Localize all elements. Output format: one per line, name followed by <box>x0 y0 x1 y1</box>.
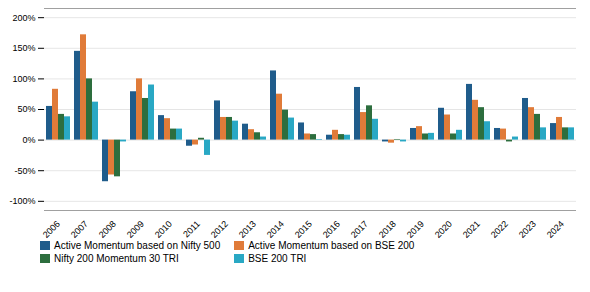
svg-text:200%: 200% <box>12 13 35 23</box>
svg-text:2022: 2022 <box>489 219 510 240</box>
svg-text:2014: 2014 <box>265 219 286 240</box>
svg-text:2012: 2012 <box>209 219 230 240</box>
svg-text:2018: 2018 <box>377 219 398 240</box>
svg-text:100%: 100% <box>12 74 35 84</box>
svg-text:2015: 2015 <box>293 219 314 240</box>
svg-text:2021: 2021 <box>461 219 482 240</box>
svg-text:2024: 2024 <box>545 219 566 240</box>
html-text:Active Momentum based on Nifty: Active Momentum based on Nifty 500 <box>54 240 221 251</box>
svg-text:50%: 50% <box>17 104 35 114</box>
svg-text:150%: 150% <box>12 43 35 53</box>
svg-text:2011: 2011 <box>181 219 202 240</box>
svg-text:2007: 2007 <box>69 219 90 240</box>
svg-text:-50%: -50% <box>14 166 35 176</box>
svg-text:0%: 0% <box>22 135 35 145</box>
svg-text:2020: 2020 <box>433 219 454 240</box>
svg-text:2016: 2016 <box>321 219 342 240</box>
html-text:Nifty 200 Momentum 30 TRI: Nifty 200 Momentum 30 TRI <box>54 253 179 264</box>
svg-text:2010: 2010 <box>153 219 174 240</box>
html-text:BSE 200 TRI: BSE 200 TRI <box>248 253 307 264</box>
svg-text:2008: 2008 <box>97 219 118 240</box>
svg-text:2023: 2023 <box>517 219 538 240</box>
html-text:Active Momentum based on BSE 2: Active Momentum based on BSE 200 <box>248 240 415 251</box>
svg-text:-100%: -100% <box>9 196 35 206</box>
svg-text:2019: 2019 <box>405 219 426 240</box>
svg-text:2013: 2013 <box>237 219 258 240</box>
svg-text:2009: 2009 <box>125 219 146 240</box>
svg-text:2017: 2017 <box>349 219 370 240</box>
svg-text:2006: 2006 <box>41 219 62 240</box>
